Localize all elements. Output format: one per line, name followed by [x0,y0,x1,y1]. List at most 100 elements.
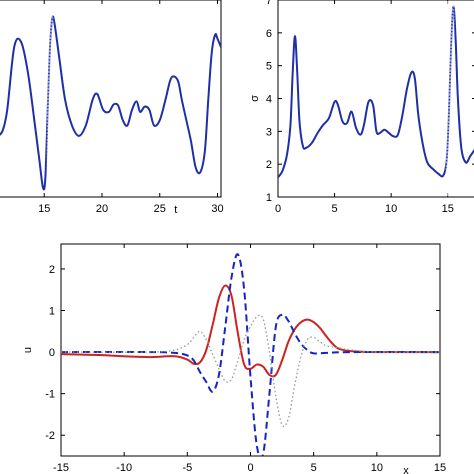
data-point [307,349,308,350]
data-point [355,127,356,128]
data-point [165,99,166,100]
data-point [218,297,219,298]
data-point [78,135,79,136]
data-point [346,123,347,124]
data-point [319,341,320,342]
data-point [225,381,226,382]
data-point [127,125,128,126]
data-point [217,38,218,39]
series-dotted-segment [438,5,467,178]
data-point [124,356,125,357]
data-point [186,120,187,121]
data-point [7,109,8,110]
data-point [326,345,327,346]
data-point [39,161,40,162]
data-point [311,142,312,143]
data-point [250,368,251,369]
x-tick-label: -10 [116,462,132,474]
data-point [443,175,444,176]
data-point [218,368,219,369]
data-point [334,101,335,102]
data-point [231,295,232,296]
data-point [215,34,216,35]
data-point [144,106,145,107]
data-point [187,359,188,360]
data-point [418,114,419,115]
data-point [307,319,308,320]
x-tick-label: 5 [311,462,317,474]
data-point [282,170,283,171]
data-point [149,351,150,352]
data-point [187,344,188,345]
x-tick-label: 10 [371,462,383,474]
data-point [237,360,238,361]
data-point [427,162,428,163]
data-point [113,104,114,105]
data-point [237,254,238,255]
x-tick-label: -15 [53,462,69,474]
y-tick-label: 7 [266,0,272,7]
x-tick-label: 10 [385,203,397,215]
y-tick-label: 6 [266,28,272,40]
series-line-0 [61,284,440,378]
data-point [225,327,226,328]
data-point [263,453,264,454]
data-point [326,352,327,353]
data-point [64,99,65,100]
data-point [432,168,433,169]
data-point [338,347,339,348]
data-point [42,187,43,188]
data-point [379,132,380,133]
data-point [21,41,22,42]
data-point [159,120,160,121]
data-point [199,362,200,363]
x-tick-label: 20 [96,203,108,215]
series-dotted-segment [34,15,66,191]
data-point [269,393,270,394]
data-point [275,395,276,396]
data-point [103,109,104,110]
data-point [250,326,251,327]
data-point [122,120,123,121]
data-point [313,337,314,338]
data-point [388,132,389,133]
data-point [244,289,245,290]
data-point [294,329,295,330]
x-tick-label: 15 [442,203,454,215]
data-point [174,352,175,353]
data-point [294,36,295,37]
data-point [288,320,289,321]
data-point [98,354,99,355]
data-point [250,376,251,377]
data-point [406,88,407,89]
y-tick-label: 0 [49,347,55,359]
data-point [85,125,86,126]
data-point [193,337,194,338]
data-point [360,134,361,135]
data-point [45,177,46,178]
data-point [384,129,385,130]
data-point [302,146,303,147]
panel-top-right: 0 5 10 15 1 2 3 4 5 6 7 σ [249,0,474,215]
data-point [470,155,471,156]
data-point [376,131,377,132]
data-point [294,385,295,386]
data-point [140,111,141,112]
data-point [269,351,270,352]
data-point [199,331,200,332]
data-point [323,124,324,125]
series-line-0 [278,5,474,178]
data-point [14,47,15,48]
data-point [332,343,333,344]
data-point [178,81,179,82]
data-point [281,314,282,315]
x-tick-label: 5 [332,203,338,215]
data-point [206,349,207,350]
data-point [351,349,352,350]
data-point [288,418,289,419]
data-point [292,72,293,73]
data-point [319,327,320,328]
data-point [281,424,282,425]
